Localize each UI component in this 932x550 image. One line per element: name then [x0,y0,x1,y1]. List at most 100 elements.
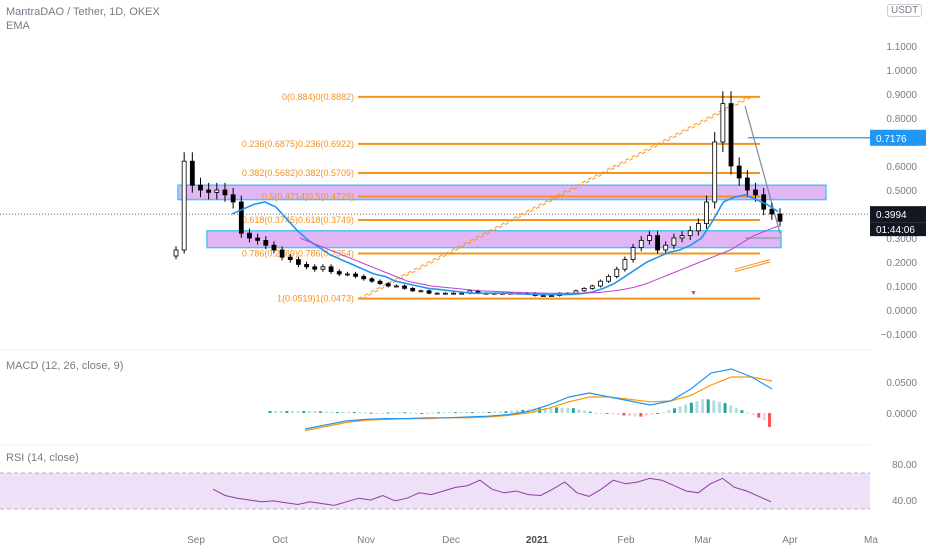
candle-body [695,223,701,232]
macd-histogram-bar [335,412,339,414]
macd-histogram-bar [453,412,457,414]
macd-histogram-bar [319,411,323,413]
candle-body [189,160,195,186]
candle-body [345,273,350,276]
macd-histogram-bar [712,400,716,413]
macd-histogram-bar [408,412,412,414]
candle-body [712,141,718,203]
macd-histogram-bar [571,408,575,413]
candle-body [459,292,465,295]
macd-histogram-bar [290,411,294,413]
current-price-label-bg[interactable] [870,206,926,223]
macd-histogram-bar [611,413,615,415]
candle-body [622,259,628,270]
candle-body [312,266,318,270]
macd-histogram-bar [386,412,390,414]
macd-histogram-bar [740,410,744,413]
macd-histogram-bar [414,412,418,414]
candle-body [540,295,546,298]
price-axis-tick: 1.1000 [886,42,917,53]
candle-body [353,273,358,277]
candle-body [720,103,726,143]
price-axis-tick: 1.0000 [886,66,917,77]
candle-body [263,239,269,246]
macd-histogram-bar [622,413,626,416]
macd-histogram-bar [762,413,766,421]
macd-signal-line [304,376,773,432]
macd-histogram-bar [341,412,345,414]
rsi-axis-tick: 80.00 [892,460,917,471]
rsi-indicator-label[interactable]: RSI (14, close) [6,452,79,464]
candle-body [336,271,342,275]
candle-body [549,295,554,298]
macd-histogram-bar [577,409,581,413]
support-resistance-zone [206,230,782,249]
macd-line [304,368,773,430]
candle-body [222,189,228,196]
macd-histogram-bar [330,411,334,413]
candle-body [589,285,595,289]
macd-histogram-bar [768,413,771,427]
macd-indicator-label[interactable]: MACD (12, 26, close, 9) [6,360,124,372]
macd-histogram-bar [302,411,306,413]
macd-histogram-bar [729,405,733,413]
candle-body [451,292,456,295]
rsi-line [212,477,772,506]
macd-histogram-bar [358,412,362,414]
candle-body [287,256,293,261]
macd-histogram-bar [549,407,553,413]
candle-body [255,237,261,241]
candle-body [598,280,603,287]
macd-histogram-bar [695,401,699,413]
macd-histogram-bar [476,412,480,414]
candle-body [679,235,685,239]
fib-trend-line [361,96,753,300]
price-axis-tick: −0.1000 [881,330,918,341]
macd-histogram-bar [504,411,508,413]
macd-histogram-bar [285,411,289,413]
macd-histogram-bar [599,413,603,414]
price-axis-tick: 0.0000 [886,306,917,317]
fib-level-label: 0.5(0.4714)0.5(0.4729) [262,192,354,202]
candle-body [279,249,285,258]
macd-histogram-bar [403,412,407,414]
candle-body [173,249,179,257]
macd-histogram-bar [498,411,502,413]
alert-price-label: 0.7176 [876,134,907,145]
macd-histogram-bar [347,412,351,414]
candle-body [247,232,252,239]
candle-body [753,189,758,196]
candle-body [206,189,212,193]
fib-level-label: 0.236(0.6875)0.236(0.6922) [242,139,354,149]
alert-price-label-bg[interactable] [870,129,926,146]
ema-slow-line [299,225,779,294]
macd-histogram-bar [583,410,587,413]
candle-body [361,275,367,280]
candle-body [663,244,669,251]
macd-axis-tick: 0.0000 [886,409,917,420]
macd-histogram-bar [734,407,738,413]
ema-indicator-label[interactable]: EMA [6,20,30,32]
trendline [734,259,771,270]
macd-histogram-bar [588,411,592,413]
time-axis-label: Dec [442,535,460,546]
macd-histogram-bar [364,412,368,414]
macd-histogram-bar [746,412,750,414]
time-axis-label: Sep [187,535,205,546]
candle-body [320,266,326,270]
macd-histogram-bar [448,412,452,414]
candle-body [214,189,220,193]
macd-histogram-bar [510,410,514,413]
currency-badge[interactable]: USDT [887,4,923,17]
time-axis-label: Oct [272,535,288,546]
macd-histogram-bar [555,407,559,413]
macd-histogram-bar [701,399,705,413]
macd-histogram-bar [560,407,564,413]
macd-histogram-bar [678,406,682,413]
macd-histogram-bar [380,412,384,414]
macd-histogram-bar [751,413,755,416]
macd-histogram-bar [352,412,356,414]
macd-histogram-bar [605,413,609,414]
macd-histogram-bar [392,412,396,414]
